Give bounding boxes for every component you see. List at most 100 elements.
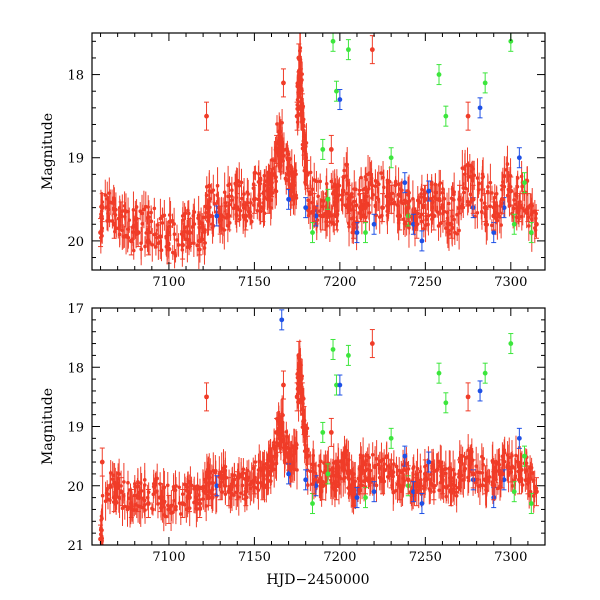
red-point [466, 175, 471, 179]
blue-point [402, 453, 408, 459]
red-point [203, 241, 207, 245]
red-point [465, 113, 471, 119]
red-point [148, 230, 152, 235]
green-point [346, 47, 351, 53]
red-point [480, 187, 484, 192]
red-point [322, 461, 326, 465]
x-tick-label: 7300 [494, 275, 527, 290]
red-point [168, 220, 172, 224]
red-point [301, 418, 307, 423]
red-point [260, 205, 266, 211]
red-point [117, 496, 122, 500]
red-point [226, 213, 232, 219]
red-point [180, 501, 186, 506]
red-point [143, 204, 148, 209]
red-point [367, 186, 371, 191]
red-point [357, 477, 363, 483]
red-point [200, 225, 205, 229]
red-point [122, 480, 126, 484]
red-point [195, 243, 200, 248]
red-point [426, 213, 431, 218]
red-point [155, 489, 159, 493]
red-point [300, 146, 305, 151]
red-point [453, 472, 457, 476]
blue-point [337, 382, 343, 388]
red-point [369, 47, 375, 53]
red-point [457, 228, 461, 233]
red-point [490, 191, 494, 195]
red-point [276, 139, 280, 143]
red-point [179, 512, 183, 516]
red-point [525, 477, 531, 483]
y-tick-label: 20 [67, 480, 84, 495]
red-point [288, 194, 293, 198]
red-point [352, 187, 357, 191]
green-point [528, 501, 534, 506]
red-point [444, 494, 448, 499]
red-point [401, 217, 406, 222]
red-point [182, 212, 187, 216]
red-point [260, 483, 266, 489]
red-point [384, 455, 389, 460]
series-red [98, 35, 539, 264]
red-point [258, 467, 263, 472]
red-point [422, 226, 426, 231]
green-point [443, 400, 449, 406]
red-point [440, 205, 445, 211]
blue-point [426, 459, 432, 465]
red-point [529, 466, 534, 470]
red-point [320, 213, 326, 219]
red-point [282, 148, 286, 152]
red-point [208, 197, 212, 201]
red-point [185, 489, 190, 494]
red-point [269, 459, 274, 465]
red-point [149, 219, 154, 224]
red-point [451, 467, 455, 472]
red-point [249, 219, 254, 224]
red-point [497, 215, 502, 219]
red-point [302, 168, 307, 173]
red-point [108, 485, 113, 489]
red-point [154, 232, 158, 236]
y-tick-label: 21 [67, 539, 84, 554]
red-point [397, 213, 403, 219]
red-point [210, 225, 215, 230]
red-point [294, 172, 298, 177]
red-point [397, 483, 403, 489]
red-point [345, 449, 349, 453]
red-point [291, 197, 296, 202]
bottom-panel: 7100 7150 7200 7250 7300 17 18 19 20 21 Magnitude [40, 302, 546, 565]
blue-point [516, 155, 522, 161]
red-point [382, 462, 386, 466]
red-point [534, 221, 539, 227]
red-point [277, 435, 283, 441]
red-point [458, 478, 462, 483]
red-point [192, 241, 196, 245]
red-point [488, 180, 493, 185]
red-point [217, 217, 223, 223]
red-point [118, 489, 124, 495]
series-blue [214, 89, 522, 252]
red-point [308, 469, 313, 474]
red-point [494, 191, 499, 196]
green-point [511, 489, 517, 495]
red-point [161, 513, 166, 517]
red-point [423, 223, 428, 228]
red-point [490, 223, 494, 228]
blue-point [371, 221, 377, 227]
blue-point [419, 501, 425, 506]
green-point [508, 341, 514, 346]
red-point [499, 471, 505, 477]
red-point [204, 113, 209, 119]
green-point [320, 147, 326, 152]
blue-point [313, 483, 319, 489]
red-point [452, 192, 456, 197]
red-point [201, 497, 205, 501]
red-point [486, 185, 490, 189]
red-point [482, 477, 488, 483]
red-point [123, 208, 127, 212]
red-point [367, 203, 371, 207]
red-point [345, 162, 350, 167]
series-green [310, 333, 534, 515]
red-point [332, 189, 337, 193]
